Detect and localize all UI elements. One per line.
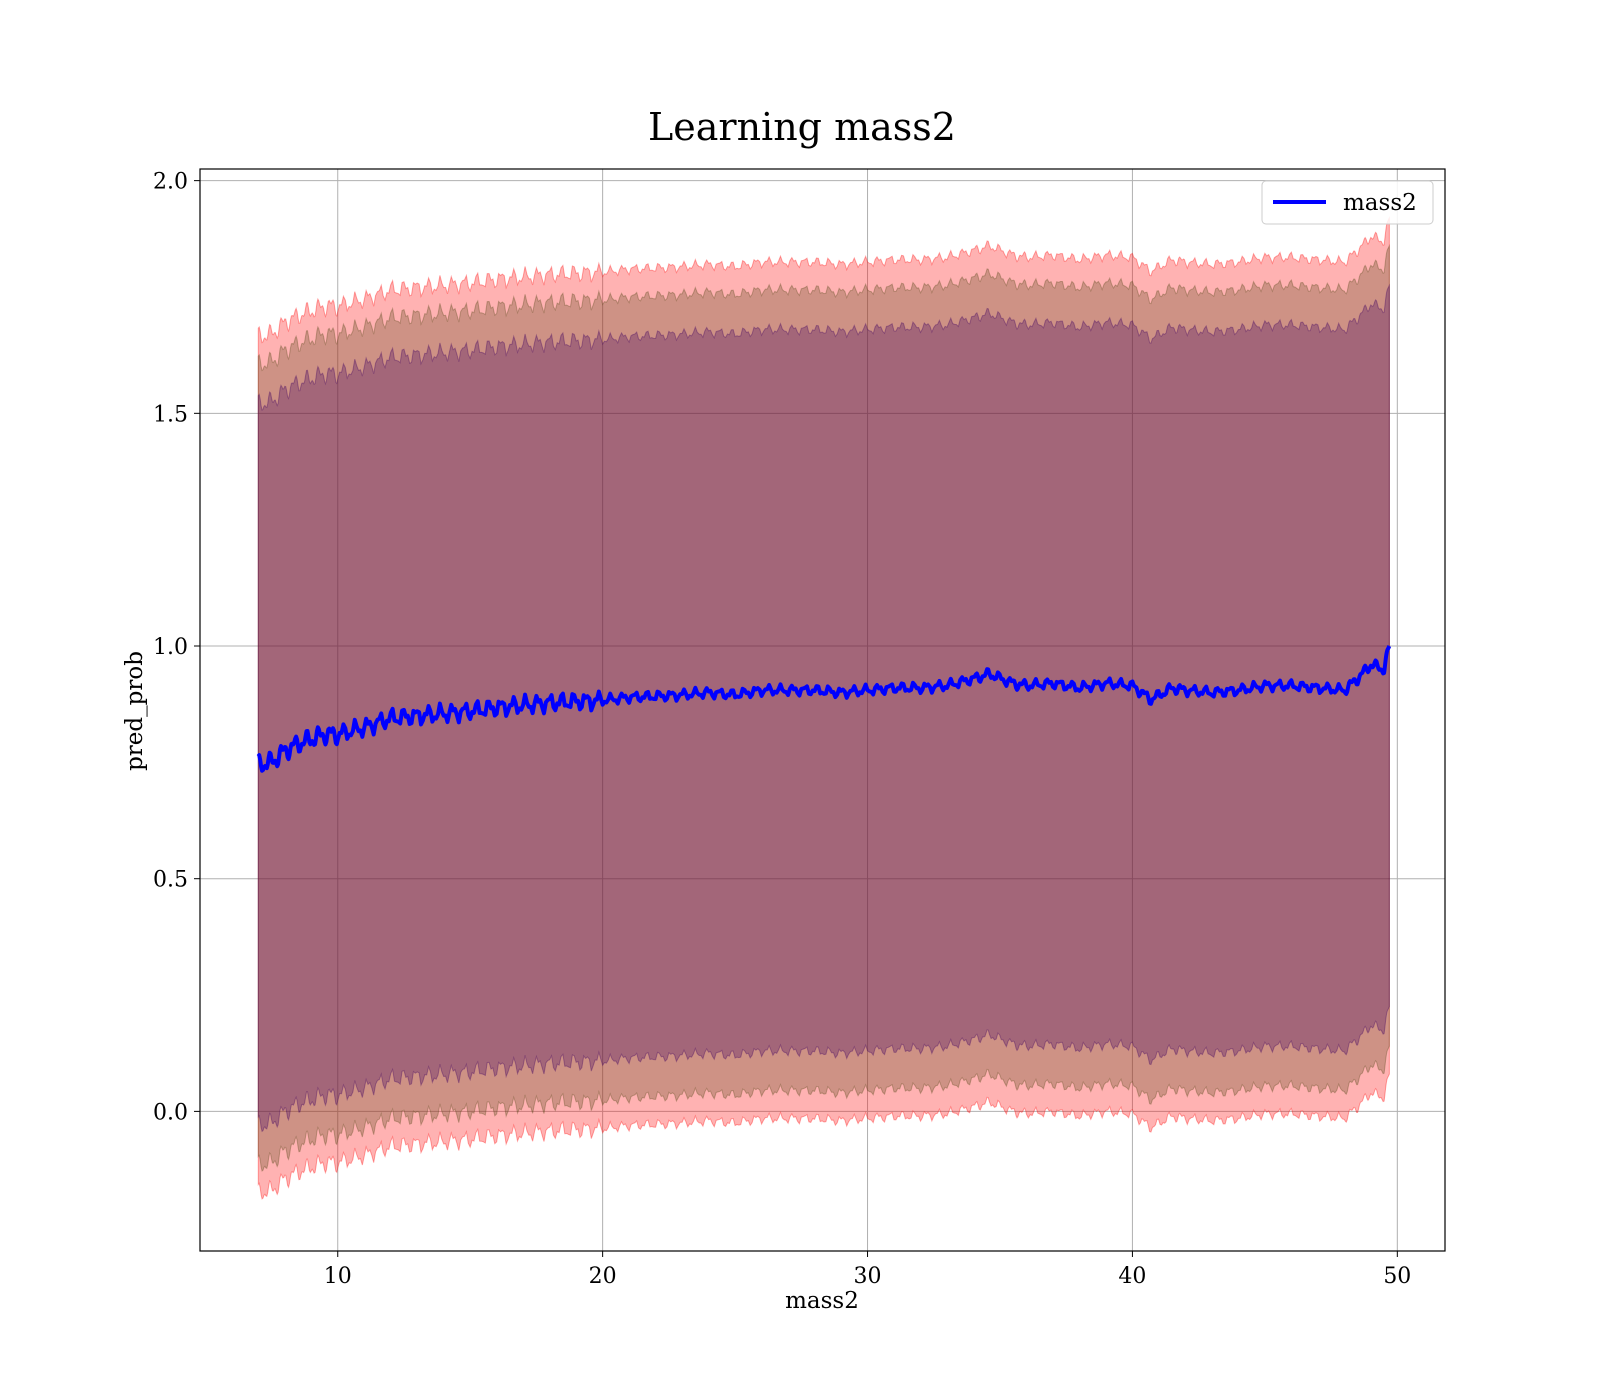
- x-tick-label: 50: [1383, 1264, 1411, 1289]
- y-axis-ticks: 0.0 0.5 1.0 1.5 2.0: [153, 170, 200, 1125]
- x-axis-label: mass2: [785, 1288, 859, 1314]
- legend-box: [1261, 180, 1434, 225]
- band-1: [257, 215, 1390, 1200]
- y-tick-label: 0.0: [153, 1100, 188, 1125]
- x-tick-label: 10: [324, 1264, 352, 1289]
- y-tick-label: 1.0: [153, 635, 188, 660]
- y-tick-label: 2.0: [153, 170, 188, 195]
- plot-frame: [199, 168, 1446, 1252]
- chart-title: Learning mass2: [648, 105, 956, 149]
- x-tick-label: 40: [1118, 1264, 1146, 1289]
- legend-label-mass2: mass2: [1343, 190, 1417, 216]
- band-3: [257, 283, 1390, 1133]
- y-axis-label: pred_prob: [122, 651, 148, 771]
- x-axis-ticks: 10 20 30 40 50: [324, 1251, 1411, 1289]
- series-lines: [256, 644, 1392, 773]
- band-2: [257, 243, 1390, 1172]
- grid: [200, 169, 1445, 1251]
- y-tick-label: 0.5: [153, 868, 188, 893]
- y-tick-label: 1.5: [153, 402, 188, 427]
- series-line-mass2: [256, 644, 1392, 773]
- x-tick-label: 20: [589, 1264, 617, 1289]
- legend: mass2: [1261, 180, 1434, 225]
- confidence-bands: [257, 215, 1390, 1200]
- x-tick-label: 30: [854, 1264, 882, 1289]
